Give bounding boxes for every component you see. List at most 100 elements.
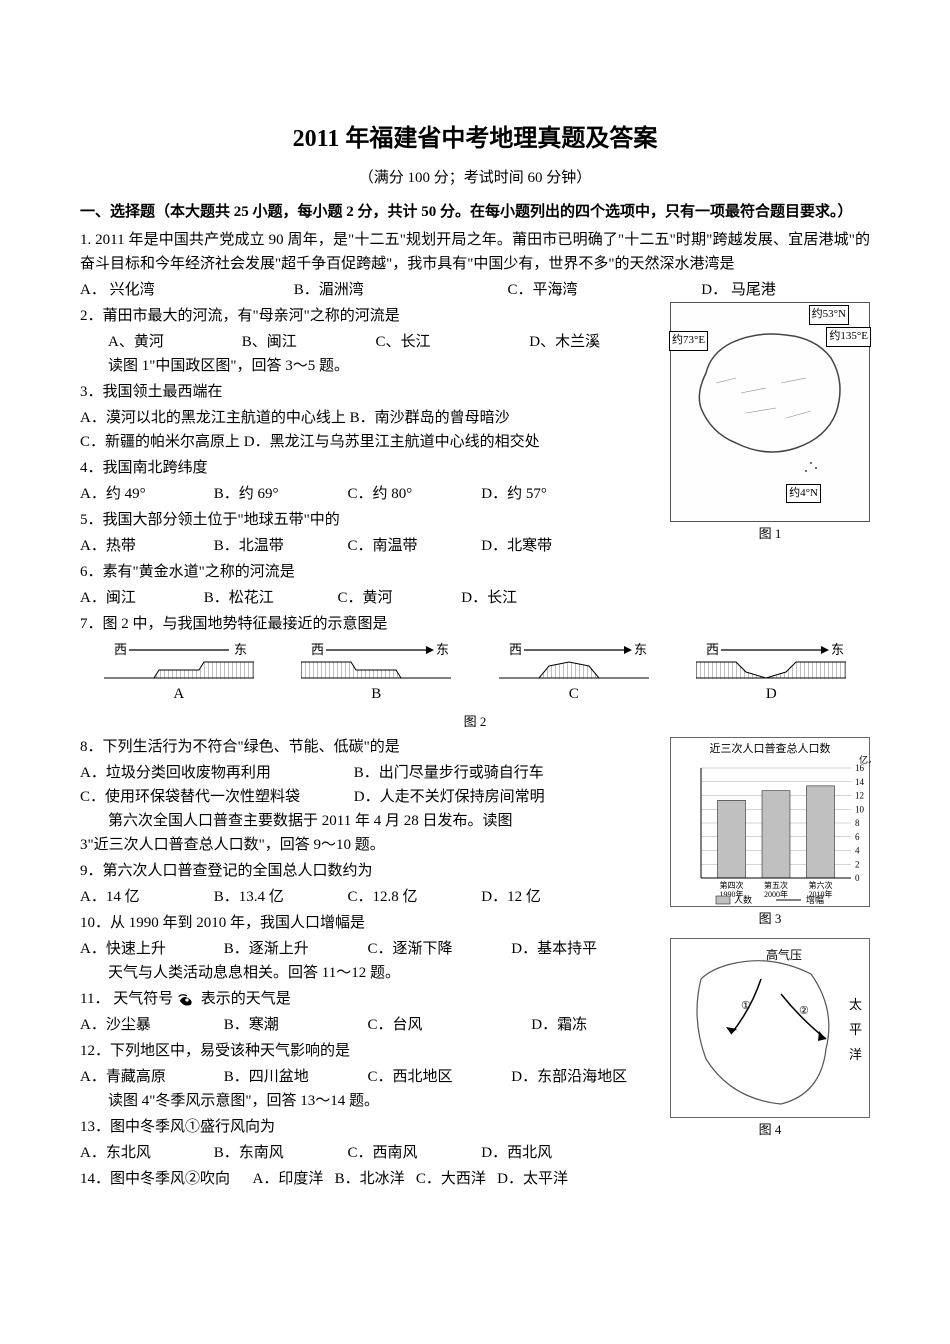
svg-text:2000年: 2000年 xyxy=(764,889,788,899)
svg-text:高气压: 高气压 xyxy=(766,947,802,962)
svg-text:第五次: 第五次 xyxy=(764,880,788,890)
svg-text:西: 西 xyxy=(706,642,719,657)
q11-b: B．寒潮 xyxy=(224,1013,334,1037)
page-title: 2011 年福建省中考地理真题及答案 xyxy=(80,120,870,158)
west-label: 西 xyxy=(114,642,127,657)
q14-a: A．印度洋 xyxy=(253,1171,324,1187)
svg-text:东: 东 xyxy=(831,642,844,657)
q4-a: A．约 49° xyxy=(80,482,180,506)
svg-text:0: 0 xyxy=(855,873,860,883)
figure-1: 约53°N 约73°E 约135°E 约4°N xyxy=(670,302,870,522)
svg-text:4: 4 xyxy=(855,846,860,856)
q1-b: B．湄洲湾 xyxy=(294,278,474,302)
svg-text:东: 东 xyxy=(634,642,647,657)
svg-text:东: 东 xyxy=(234,642,247,657)
fig2-label-a: A xyxy=(99,682,259,706)
q4-c: C．约 80° xyxy=(348,482,448,506)
q2-c: C、长江 xyxy=(376,330,496,354)
q10-c: C．逐渐下降 xyxy=(368,937,478,961)
china-map-icon xyxy=(686,323,856,473)
q8-b: B．出门尽量步行或骑自行车 xyxy=(354,761,544,785)
svg-text:14: 14 xyxy=(855,777,865,787)
q13-c: C．西南风 xyxy=(348,1141,448,1165)
q11-prefix: 11． 天气符号 xyxy=(80,991,173,1007)
q1-text: 1. 2011 年是中国共产党成立 90 周年，是"十二五"规划开局之年。莆田市… xyxy=(80,228,870,276)
fig3-caption: 图 3 xyxy=(670,909,870,930)
figure-4-container: 高气压 ① ② 太 平 洋 图 4 xyxy=(670,938,870,1141)
svg-text:①: ① xyxy=(741,1000,751,1012)
fig4-caption: 图 4 xyxy=(670,1120,870,1141)
q12-c: C．西北地区 xyxy=(368,1065,478,1089)
section-header: 一、选择题（本大题共 25 小题，每小题 2 分，共计 50 分。在每小题列出的… xyxy=(80,200,870,224)
q5-b: B．北温带 xyxy=(214,534,314,558)
q5-c: C．南温带 xyxy=(348,534,448,558)
figure-2: 西 东 A 西 东 B 西 xyxy=(80,642,870,706)
svg-text:16: 16 xyxy=(855,763,865,773)
figure-3-container: 近三次人口普查总人口数 亿人 0246810121416 第四次1990年第五次… xyxy=(670,737,870,930)
q11-d: D．霜冻 xyxy=(531,1013,587,1037)
q14-line: 14．图中冬季风②吹向 A．印度洋 B．北冰洋 C．大西洋 D．太平洋 xyxy=(80,1167,870,1191)
q13-d: D．西北风 xyxy=(481,1141,552,1165)
q8-a: A．垃圾分类回收废物再利用 xyxy=(80,761,320,785)
q10-d: D．基本持平 xyxy=(511,937,597,961)
q12-d: D．东部沿海地区 xyxy=(511,1065,627,1089)
q12-b: B．四川盆地 xyxy=(224,1065,334,1089)
typhoon-icon xyxy=(177,993,197,1007)
q9-a: A．14 亿 xyxy=(80,885,180,909)
fig3-title: 近三次人口普查总人口数 xyxy=(671,741,869,759)
fig2-item-c: 西 东 C xyxy=(494,642,654,706)
svg-text:2: 2 xyxy=(855,859,860,869)
svg-text:人数: 人数 xyxy=(734,894,752,905)
fig2-label-c: C xyxy=(494,682,654,706)
figure-3: 近三次人口普查总人口数 亿人 0246810121416 第四次1990年第五次… xyxy=(670,737,870,907)
q10-b: B．逐渐上升 xyxy=(224,937,334,961)
q6-d: D．长江 xyxy=(461,586,517,610)
q11-a: A．沙尘暴 xyxy=(80,1013,190,1037)
fig1-53n: 约53°N xyxy=(809,305,849,325)
q12-a: A．青藏高原 xyxy=(80,1065,190,1089)
q2-b: B、闽江 xyxy=(242,330,342,354)
svg-text:西: 西 xyxy=(509,642,522,657)
svg-text:平: 平 xyxy=(849,1022,862,1037)
svg-text:第四次: 第四次 xyxy=(720,880,744,890)
q1-d: D． 马尾港 xyxy=(701,278,776,302)
q6-b: B．松花江 xyxy=(204,586,304,610)
subtitle: （满分 100 分；考试时间 60 分钟） xyxy=(80,166,870,190)
q4-d: D．约 57° xyxy=(481,482,547,506)
q8-c: C．使用环保袋替代一次性塑料袋 xyxy=(80,785,320,809)
svg-text:洋: 洋 xyxy=(849,1047,862,1062)
q11-suffix: 表示的天气是 xyxy=(201,991,291,1007)
q9-c: C．12.8 亿 xyxy=(348,885,448,909)
fig2-item-b: 西 东 B xyxy=(296,642,456,706)
q14-b: B．北冰洋 xyxy=(335,1171,405,1187)
q1-a: A． 兴化湾 xyxy=(80,278,260,302)
fig1-caption: 图 1 xyxy=(670,524,870,545)
svg-text:增幅: 增幅 xyxy=(806,894,824,905)
q13-b: B．东南风 xyxy=(214,1141,314,1165)
q7-text: 7．图 2 中，与我国地势特征最接近的示意图是 xyxy=(80,612,870,636)
q6-a: A．闽江 xyxy=(80,586,170,610)
q5-a: A．热带 xyxy=(80,534,180,558)
svg-text:②: ② xyxy=(799,1005,809,1017)
q2-a: A、黄河 xyxy=(108,330,208,354)
q14-d: D．太平洋 xyxy=(497,1171,568,1187)
q14-c: C．大西洋 xyxy=(416,1171,486,1187)
svg-text:12: 12 xyxy=(855,791,864,801)
q10-a: A．快速上升 xyxy=(80,937,190,961)
q1-c: C．平海湾 xyxy=(508,278,668,302)
q6-options: A．闽江 B．松花江 C．黄河 D．长江 xyxy=(80,586,870,610)
svg-text:西: 西 xyxy=(311,642,324,657)
figure-1-container: 约53°N 约73°E 约135°E 约4°N 图 1 xyxy=(670,302,870,545)
q13-a: A．东北风 xyxy=(80,1141,180,1165)
q14-text: 14．图中冬季风②吹向 xyxy=(80,1171,230,1187)
q1-options: A． 兴化湾 B．湄洲湾 C．平海湾 D． 马尾港 xyxy=(80,278,870,302)
fig2-item-a: 西 东 A xyxy=(99,642,259,706)
fig2-label-b: B xyxy=(296,682,456,706)
figure-4: 高气压 ① ② 太 平 洋 xyxy=(670,938,870,1118)
q9-b: B．13.4 亿 xyxy=(214,885,314,909)
q11-c: C．台风 xyxy=(368,1013,498,1037)
svg-text:第六次: 第六次 xyxy=(809,880,833,890)
q4-b: B．约 69° xyxy=(214,482,314,506)
q6-text: 6．素有"黄金水道"之称的河流是 xyxy=(80,560,870,584)
q6-c: C．黄河 xyxy=(338,586,428,610)
